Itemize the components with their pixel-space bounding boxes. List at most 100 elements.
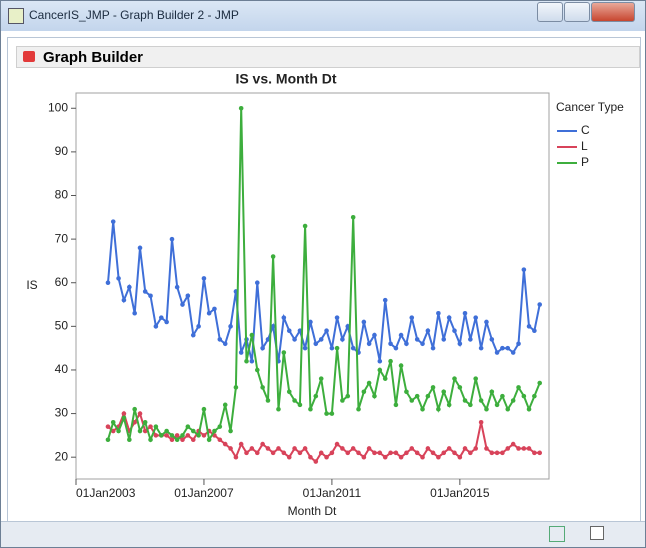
y-tick-label: 20 xyxy=(55,449,69,463)
data-point xyxy=(174,437,180,443)
x-tick-label: 01Jan2003 xyxy=(76,486,136,500)
y-tick-label: 30 xyxy=(55,406,69,420)
series-line xyxy=(107,221,541,362)
checkbox-icon[interactable] xyxy=(590,526,604,540)
data-point xyxy=(142,289,148,294)
y-tick-label: 100 xyxy=(48,100,68,114)
data-point xyxy=(318,337,324,342)
data-point xyxy=(281,350,287,355)
data-point xyxy=(260,385,265,390)
data-point xyxy=(180,433,185,438)
data-point xyxy=(478,345,484,351)
legend-label: P xyxy=(581,155,589,169)
data-point xyxy=(441,450,447,456)
data-point xyxy=(366,446,372,451)
data-point xyxy=(505,446,511,451)
data-point xyxy=(308,406,313,412)
data-point xyxy=(420,454,425,460)
data-point xyxy=(137,411,143,416)
close-button[interactable] xyxy=(591,2,635,22)
data-point xyxy=(494,350,500,355)
data-point xyxy=(308,319,313,325)
data-point xyxy=(270,324,276,329)
data-point xyxy=(340,446,345,451)
data-point xyxy=(425,328,431,334)
chart-title: IS vs. Month Dt xyxy=(235,71,336,87)
data-point xyxy=(260,441,265,447)
legend-label: C xyxy=(581,123,590,137)
data-point xyxy=(318,376,324,381)
data-point xyxy=(377,450,383,456)
data-point xyxy=(244,358,249,364)
data-point xyxy=(148,424,153,429)
data-point xyxy=(382,376,388,381)
x-tick-label: 01Jan2007 xyxy=(174,486,234,500)
data-point xyxy=(116,428,121,434)
data-point xyxy=(180,302,185,307)
data-point xyxy=(510,398,516,403)
data-point xyxy=(398,454,404,460)
data-point xyxy=(516,385,521,390)
data-point xyxy=(313,393,319,399)
data-point xyxy=(318,450,324,456)
data-point xyxy=(116,276,121,281)
data-point xyxy=(388,358,393,364)
data-point xyxy=(489,450,495,456)
data-point xyxy=(414,337,420,342)
data-point xyxy=(452,376,457,381)
data-point xyxy=(228,324,233,329)
data-point xyxy=(537,302,543,307)
data-point xyxy=(174,433,180,438)
data-point xyxy=(302,223,308,229)
data-point xyxy=(457,341,463,347)
data-point xyxy=(302,446,308,451)
x-tick-label: 01Jan2011 xyxy=(303,486,362,500)
data-point xyxy=(500,345,505,351)
data-point xyxy=(110,428,116,434)
data-point xyxy=(361,454,367,460)
data-point xyxy=(329,450,335,456)
data-point xyxy=(388,341,393,347)
minimize-button[interactable] xyxy=(537,2,563,22)
data-point xyxy=(526,446,532,451)
data-point xyxy=(430,450,436,456)
data-point xyxy=(297,402,303,408)
data-point xyxy=(484,446,489,451)
data-point xyxy=(468,402,473,408)
data-point xyxy=(276,446,281,451)
data-point xyxy=(217,424,223,429)
data-point xyxy=(121,411,127,416)
data-point xyxy=(452,450,457,456)
data-point xyxy=(436,454,441,460)
data-point xyxy=(142,428,148,434)
maximize-button[interactable] xyxy=(564,2,590,22)
data-point xyxy=(393,450,399,456)
data-point xyxy=(260,345,265,351)
data-point xyxy=(356,450,361,456)
data-point xyxy=(164,428,169,434)
data-point xyxy=(350,345,356,351)
data-point xyxy=(190,437,196,443)
y-tick-label: 80 xyxy=(55,188,69,202)
red-triangle-menu[interactable] xyxy=(23,51,35,62)
data-point xyxy=(398,332,404,338)
data-point xyxy=(228,428,233,434)
home-icon[interactable] xyxy=(549,526,565,542)
title-bar: CancerIS_JMP - Graph Builder 2 - JMP xyxy=(1,1,645,31)
data-point xyxy=(537,380,543,386)
data-point xyxy=(238,441,244,447)
x-axis-label: Month Dt xyxy=(288,504,337,518)
data-point xyxy=(462,398,468,403)
data-point xyxy=(532,328,537,334)
data-point xyxy=(201,433,207,438)
data-point xyxy=(446,446,452,451)
data-point xyxy=(441,337,447,342)
data-point xyxy=(153,324,159,329)
y-tick-label: 40 xyxy=(55,362,69,376)
data-point xyxy=(420,341,425,347)
data-point xyxy=(185,293,191,299)
window-title: CancerIS_JMP - Graph Builder 2 - JMP xyxy=(29,8,239,22)
data-point xyxy=(324,328,329,334)
data-point xyxy=(484,406,489,412)
data-point xyxy=(281,315,287,320)
